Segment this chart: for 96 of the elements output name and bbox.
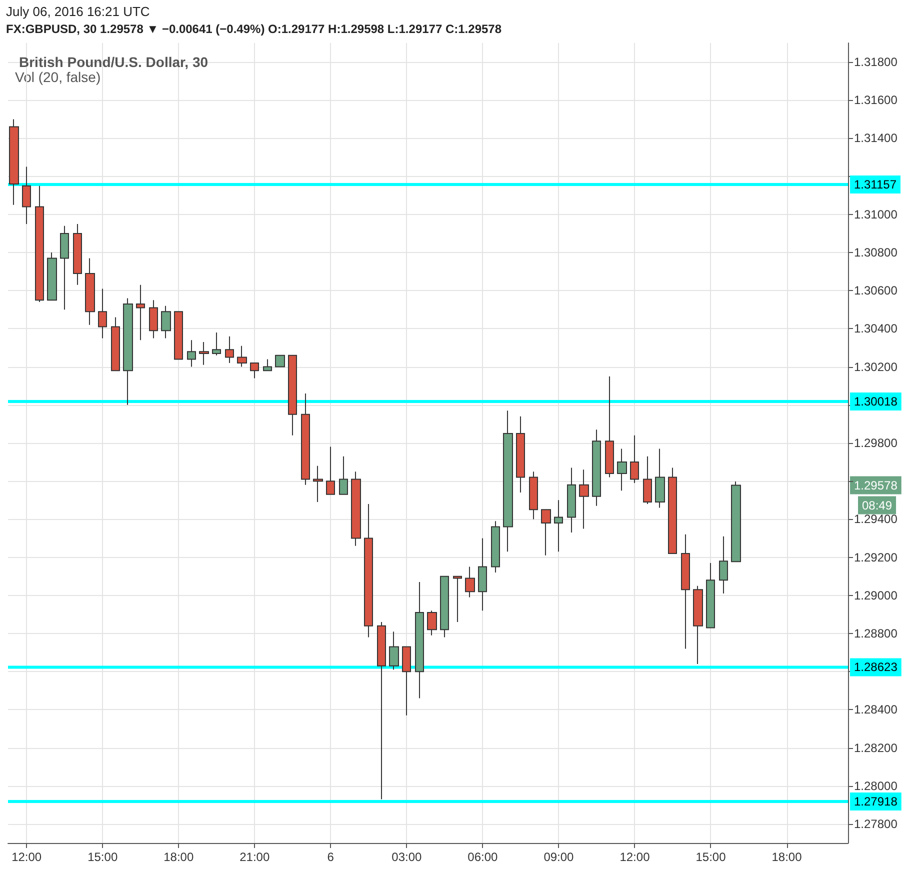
y-tick-label: 1.29200 bbox=[854, 550, 898, 564]
y-tick-label: 1.30800 bbox=[854, 246, 898, 260]
ref-line-label: 1.31157 bbox=[854, 178, 897, 192]
y-tick-label: 1.31800 bbox=[854, 55, 898, 70]
candlestick bbox=[174, 311, 183, 360]
x-tick-label: 12:00 bbox=[12, 850, 42, 864]
candlestick bbox=[136, 284, 145, 341]
candlestick bbox=[453, 576, 462, 623]
chart-subtitle: FX:GBPUSD, 30 1.29578 ▼ −0.00641 (−0.49%) O:1.29177 H:1.29598 L:1.29177 C:1.29578 bbox=[6, 22, 502, 36]
y-tick-label: 1.28200 bbox=[854, 740, 898, 755]
candlestick bbox=[85, 258, 95, 326]
candlestick bbox=[326, 446, 335, 495]
candlestick bbox=[47, 252, 57, 301]
candlestick bbox=[377, 622, 386, 800]
candlestick bbox=[592, 429, 601, 506]
x-tick-label: 21:00 bbox=[240, 850, 270, 864]
ref-line-label: 1.30018 bbox=[854, 394, 898, 408]
text: July 06, 2016 16:21 UTC bbox=[6, 4, 150, 19]
y-tick-label: 1.31400 bbox=[854, 131, 898, 146]
candlestick bbox=[111, 316, 120, 372]
candlestick bbox=[225, 336, 234, 364]
x-tick-label: 6 bbox=[327, 850, 334, 864]
y-tick-label: 1.28800 bbox=[854, 626, 898, 640]
candlestick bbox=[465, 566, 475, 598]
candlestick bbox=[731, 480, 741, 562]
x-tick-label: 18:00 bbox=[772, 850, 802, 864]
candlestick bbox=[250, 362, 259, 379]
candlestick bbox=[9, 118, 19, 206]
candlestick bbox=[123, 298, 133, 406]
candlestick bbox=[301, 392, 310, 486]
y-tick-label: 1.28400 bbox=[854, 702, 898, 717]
candlestick bbox=[655, 448, 665, 508]
candlestick bbox=[617, 448, 627, 492]
y-tick-label: 1.27800 bbox=[854, 816, 898, 831]
candlestick bbox=[161, 305, 171, 339]
candlestick bbox=[605, 376, 614, 478]
candlestick bbox=[199, 342, 209, 366]
candlestick bbox=[719, 536, 728, 594]
candlestick bbox=[541, 509, 551, 556]
candlestick bbox=[22, 166, 31, 224]
candlestick bbox=[478, 538, 487, 612]
candlestick bbox=[339, 456, 348, 495]
candlestick bbox=[187, 340, 196, 368]
candlestick bbox=[567, 467, 576, 534]
text: 08:49 bbox=[862, 498, 892, 512]
candlestick bbox=[237, 345, 247, 368]
x-tick-label: 18:00 bbox=[164, 850, 194, 864]
y-tick-label: 1.31600 bbox=[854, 93, 898, 108]
candlestick bbox=[440, 576, 449, 638]
candlestick bbox=[491, 520, 500, 574]
candlestick bbox=[681, 534, 690, 650]
x-tick-label: 09:00 bbox=[544, 850, 574, 864]
ref-line-label: 1.27918 bbox=[854, 794, 898, 808]
candlestick bbox=[364, 503, 373, 638]
candlestick bbox=[668, 467, 677, 554]
candlestick bbox=[275, 354, 285, 368]
candlestick bbox=[427, 610, 437, 636]
candlestick bbox=[529, 471, 538, 520]
y-tick-label: 1.30400 bbox=[854, 322, 898, 336]
candlestick bbox=[98, 288, 107, 339]
candlestick bbox=[288, 354, 297, 436]
text: British Pound/U.S. Dollar, 30 bbox=[19, 54, 208, 70]
candlestick bbox=[351, 471, 361, 546]
y-tick-label: 1.29000 bbox=[854, 588, 898, 602]
candlestick bbox=[402, 646, 411, 716]
candlestick bbox=[60, 225, 69, 310]
candlestick bbox=[389, 631, 399, 670]
y-tick-label: 1.28000 bbox=[854, 778, 898, 793]
y-tick-label: 1.30200 bbox=[854, 360, 898, 374]
candlestick bbox=[630, 434, 639, 484]
candlestick bbox=[263, 358, 272, 372]
candlestick bbox=[579, 469, 589, 530]
candlestick bbox=[415, 582, 424, 699]
annotation: Vol (20, false) bbox=[15, 69, 101, 85]
x-tick-label: 15:00 bbox=[88, 850, 118, 864]
x-tick-label: 03:00 bbox=[392, 850, 422, 864]
text: 1.29578 bbox=[854, 478, 898, 492]
candlestick bbox=[554, 500, 563, 552]
x-tick-label: 15:00 bbox=[696, 850, 726, 864]
y-tick-label: 1.29800 bbox=[854, 436, 898, 450]
candlestick bbox=[313, 465, 323, 503]
candlestick bbox=[212, 332, 221, 356]
y-tick-label: 1.29400 bbox=[854, 512, 898, 526]
candlestick bbox=[35, 185, 44, 303]
ref-line-label: 1.28623 bbox=[854, 660, 898, 674]
x-tick-label: 06:00 bbox=[468, 850, 498, 864]
candlestick bbox=[643, 456, 652, 504]
candlestick bbox=[516, 416, 525, 494]
x-tick-label: 12:00 bbox=[620, 850, 650, 864]
candlestick bbox=[73, 223, 82, 286]
y-tick-label: 1.31000 bbox=[854, 207, 898, 222]
candlestick bbox=[149, 300, 158, 339]
y-tick-label: 1.30600 bbox=[854, 284, 898, 298]
candlestick bbox=[693, 585, 703, 664]
candlestick bbox=[503, 410, 513, 552]
candlestick bbox=[706, 562, 715, 628]
